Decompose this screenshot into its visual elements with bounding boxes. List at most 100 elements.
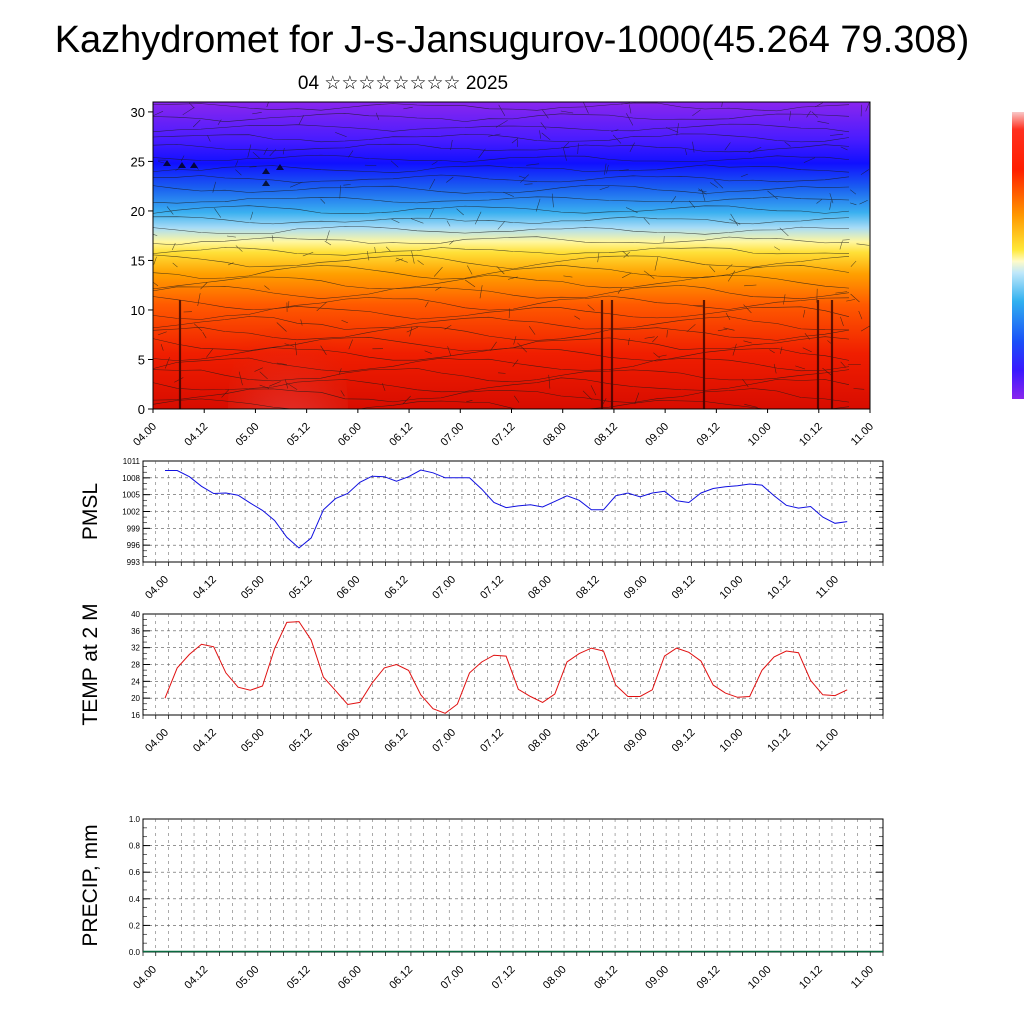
wind-streamline [153, 196, 850, 204]
wind-arrow [478, 148, 486, 159]
wind-arrow [153, 256, 157, 265]
chart-subtitle: 04 ☆☆☆☆☆☆☆☆ 2025 [297, 73, 509, 94]
wind-arrow [406, 326, 419, 333]
wind-arrow [254, 367, 263, 372]
section-x-tick-label: 04.12 [182, 421, 210, 449]
wind-arrow [732, 343, 737, 356]
wind-streamline [153, 226, 850, 235]
pmsl-panel: 993 996 999 1002 1005 1008 1011 04.00 04.12 05.00… [79, 457, 884, 602]
wind-streamline [153, 143, 850, 153]
wind-arrow [446, 220, 451, 227]
precip-x-tick-label: 10.00 [746, 964, 774, 992]
wind-arrow [207, 135, 211, 142]
precip-x-tick-label: 06.00 [336, 964, 364, 992]
wind-arrow [338, 368, 342, 375]
precip-x-tick-label: 10.12 [797, 964, 825, 992]
wind-arrow [160, 344, 164, 351]
wind-arrow [340, 390, 345, 397]
wind-arrow [560, 110, 574, 114]
wind-arrow [289, 181, 303, 188]
wind-arrow [858, 310, 863, 320]
wind-arrow [816, 199, 823, 204]
wind-arrow [587, 304, 595, 311]
wind-arrow [316, 301, 327, 312]
wind-barb-mark [262, 180, 270, 186]
wind-arrow [517, 342, 527, 353]
pmsl-y-tick-label: 1008 [122, 474, 140, 483]
wind-arrow [182, 107, 195, 116]
wind-arrow [189, 102, 195, 109]
pmsl-y-label: PMSL [79, 483, 102, 540]
wind-arrow [784, 141, 791, 147]
section-x-tick-label: 09.00 [643, 421, 671, 449]
wind-arrow [449, 240, 455, 245]
wind-arrow [495, 120, 508, 128]
wind-arrow [403, 106, 413, 110]
wind-arrow [853, 388, 865, 390]
wind-arrow [710, 182, 718, 188]
section-x-tick-label: 08.00 [541, 421, 569, 449]
wind-arrow [541, 132, 551, 141]
pmsl-x-tick-label: 10.00 [717, 574, 745, 602]
wind-arrow [582, 390, 593, 401]
pmsl-x-tick-label: 09.12 [670, 574, 698, 602]
pmsl-y-tick-label: 1002 [122, 508, 140, 517]
wind-arrow [769, 349, 775, 354]
wind-barb-mark [262, 168, 270, 174]
pmsl-y-tick-label: 999 [127, 524, 141, 533]
wind-arrow [227, 262, 234, 266]
wind-arrow [153, 281, 159, 287]
wind-arrow [742, 379, 749, 388]
pmsl-y-tick-label: 996 [127, 541, 141, 550]
wind-arrow [850, 260, 857, 267]
wind-arrow [583, 102, 589, 114]
wind-streamline [153, 295, 850, 311]
wind-arrow [625, 207, 638, 213]
temp-x-tick-label: 08.00 [526, 727, 554, 755]
pmsl-y-tick-label: 993 [127, 558, 141, 567]
wind-arrow [324, 240, 332, 246]
wind-streamline [153, 347, 850, 362]
wind-arrow [535, 198, 541, 212]
wind-arrow [375, 112, 380, 120]
pmsl-x-tick-label: 07.12 [478, 574, 506, 602]
wind-arrow [164, 357, 170, 369]
wind-arrow [654, 257, 659, 271]
wind-arrow [842, 239, 850, 241]
wind-arrow [773, 363, 777, 374]
wind-arrow [780, 346, 783, 354]
wind-arrow [252, 112, 262, 115]
wind-arrow [252, 151, 261, 159]
wind-streamline [153, 236, 850, 246]
wind-streamline [153, 368, 850, 383]
wind-arrow [446, 176, 454, 183]
section-hot-spot [228, 299, 348, 409]
wind-arrow [250, 211, 254, 220]
wind-arrow [621, 272, 632, 278]
wind-arrow [276, 362, 287, 365]
wind-arrow [450, 139, 453, 151]
wind-arrow [850, 293, 860, 303]
section-x-tick-label: 07.00 [438, 421, 466, 449]
wind-arrow [518, 175, 526, 179]
precip-x-tick-label: 09.00 [643, 964, 671, 992]
section-x-tick-label: 04.00 [131, 421, 159, 449]
wind-barb-mark [178, 162, 186, 168]
wind-arrow [815, 102, 823, 108]
wind-barb-mark [276, 164, 284, 170]
wind-streamline [153, 185, 850, 194]
wind-arrow [744, 404, 758, 408]
wind-arrow [685, 148, 687, 156]
wind-arrow [606, 164, 609, 174]
wind-arrow [395, 257, 408, 263]
wind-arrow [385, 246, 391, 252]
wind-arrow [202, 332, 207, 339]
wind-arrow [271, 235, 274, 242]
wind-arrow [320, 198, 326, 204]
section-x-axis: 04.00 04.12 05.00 05.12 06.00 06.12 07.00 07.12… [131, 409, 876, 449]
temp-x-tick-label: 05.00 [239, 727, 267, 755]
precip-y-tick-label: 1.0 [129, 815, 141, 824]
section-x-tick-label: 10.00 [746, 421, 774, 449]
wind-arrow [574, 315, 581, 320]
wind-arrow [865, 102, 870, 112]
